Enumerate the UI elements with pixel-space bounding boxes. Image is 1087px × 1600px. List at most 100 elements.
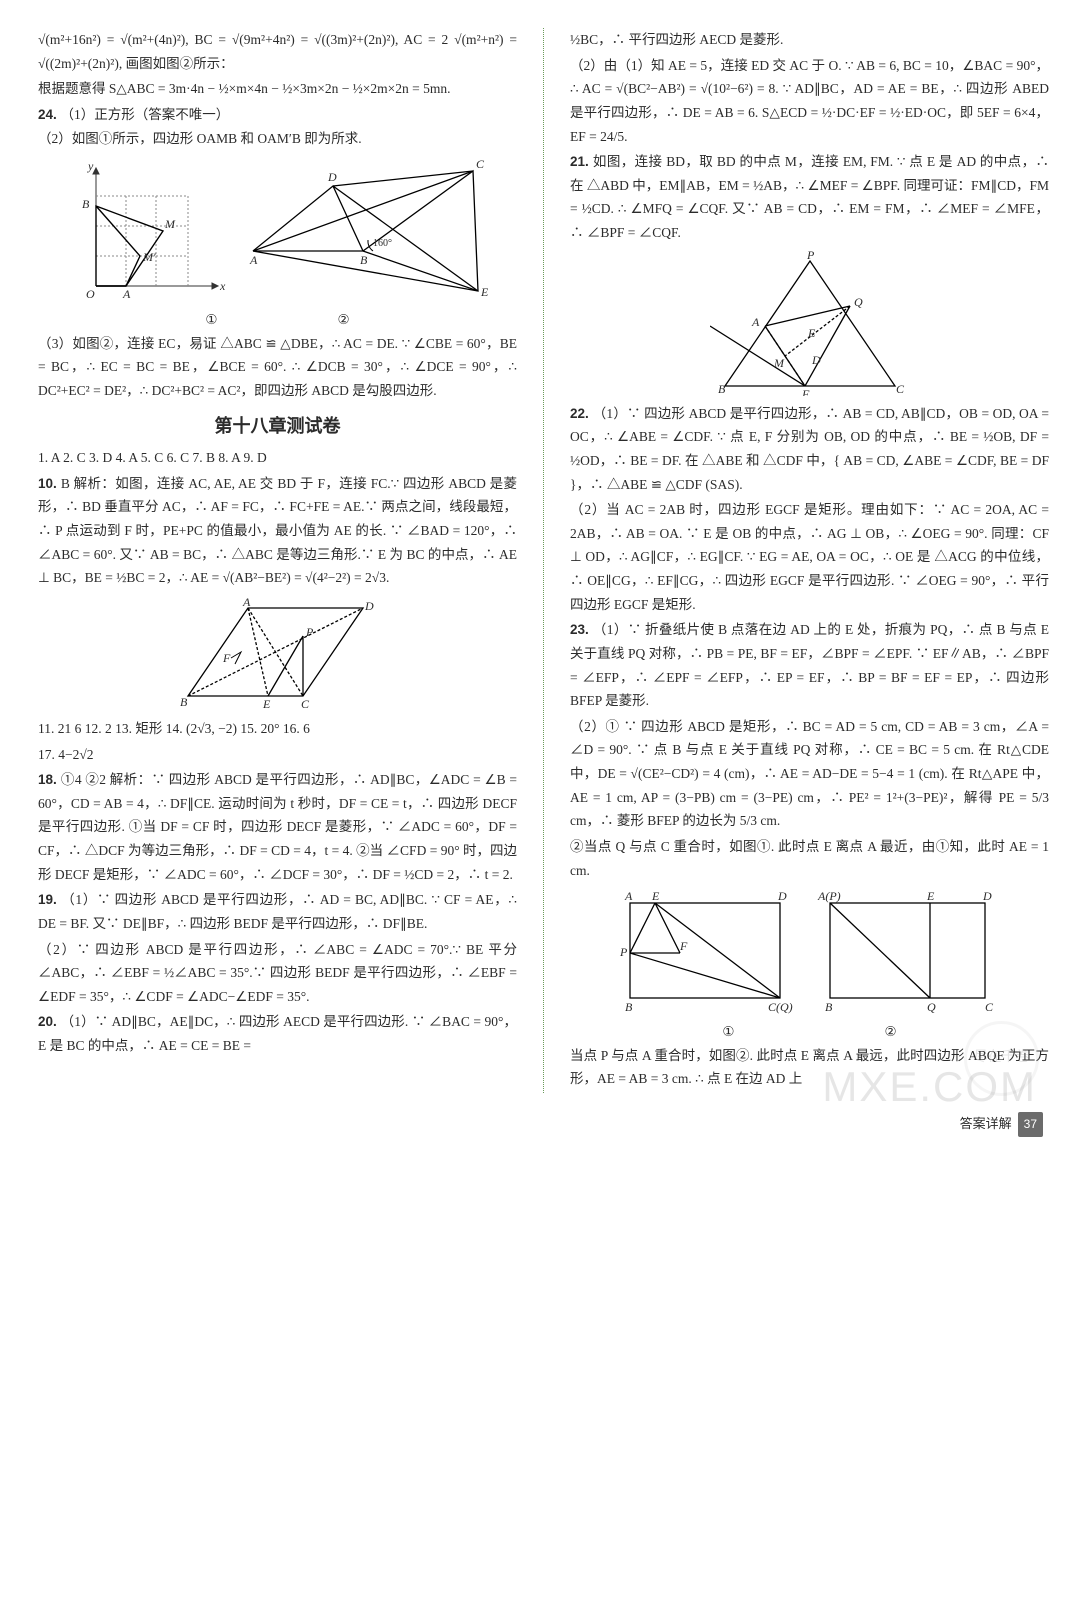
page-footer: 答案详解 37: [960, 1112, 1043, 1137]
svg-text:M: M: [164, 217, 176, 231]
fig-label-2: ②: [338, 308, 350, 332]
figure-24-1: y x O A B M M′: [68, 156, 228, 306]
triangle-figure: P B C A Q E D M F: [710, 251, 910, 396]
q18: 18. ①4 ②2 解析：∵ 四边形 ABCD 是平行四边形，∴ AD∥BC，∠…: [38, 768, 517, 886]
svg-text:C: C: [301, 697, 310, 711]
right-column: ½BC，∴ 平行四边形 AECD 是菱形. （2）由（1）知 AE = 5，连接…: [570, 28, 1049, 1093]
answers-17: 17. 4−2√2: [38, 743, 517, 767]
q24: 24. （1）正方形（答案不唯一） （2）如图①所示，四边形 OAMB 和 OA…: [38, 103, 517, 150]
text: 根据题意得 S△ABC = 3m·4n − ½×m×4n − ½×3m×2n −…: [38, 77, 517, 101]
chapter-title: 第十八章测试卷: [38, 411, 517, 443]
qnum: 23.: [570, 622, 593, 637]
text: （2）由（1）知 AE = 5，连接 ED 交 AC 于 O. ∵ AB = 6…: [570, 54, 1049, 149]
rect-fig-1: A E D P F B C(Q): [610, 888, 800, 1018]
figure-24: y x O A B M M′: [38, 156, 517, 306]
text: （1）∵ 四边形 ABCD 是平行四边形，∴ AB = CD, AB∥CD，OB…: [570, 406, 1049, 492]
svg-text:M: M: [773, 356, 785, 370]
text: 当点 P 与点 A 重合时，如图②. 此时点 E 离点 A 最远，此时四边形 A…: [570, 1044, 1049, 1091]
svg-text:D: D: [982, 889, 992, 903]
text: √(m²+16n²) = √(m²+(4n)²), BC = √(9m²+4n²…: [38, 28, 517, 75]
svg-text:C(Q): C(Q): [768, 1000, 793, 1014]
q20: 20. （1）∵ AD∥BC，AE∥DC，∴ 四边形 AECD 是平行四边形. …: [38, 1010, 517, 1057]
r20a: ½BC，∴ 平行四边形 AECD 是菱形.: [570, 28, 1049, 52]
q23d: 当点 P 与点 A 重合时，如图②. 此时点 E 离点 A 最远，此时四边形 A…: [570, 1044, 1049, 1091]
svg-text:x: x: [219, 279, 226, 293]
svg-text:P: P: [619, 945, 628, 959]
svg-text:C: C: [896, 382, 905, 396]
svg-text:B: B: [360, 253, 368, 267]
svg-text:P: P: [806, 251, 815, 262]
svg-text:160°: 160°: [373, 238, 392, 249]
qnum: 22.: [570, 406, 593, 421]
svg-text:C: C: [985, 1000, 994, 1014]
text: （1）∵ 四边形 ABCD 是平行四边形，∴ AD = BC, AD∥BC. ∵…: [38, 892, 517, 931]
q22a: 22. （1）∵ 四边形 ABCD 是平行四边形，∴ AB = CD, AB∥C…: [570, 402, 1049, 497]
rect-fig-2: A(P) E D B Q C: [810, 888, 1010, 1018]
text: （2）如图①所示，四边形 OAMB 和 OAM′B 即为所求.: [38, 127, 517, 151]
two-column-layout: √(m²+16n²) = √(m²+(4n)²), BC = √(9m²+4n²…: [38, 28, 1049, 1093]
fig-label-1: ①: [722, 1020, 734, 1044]
svg-text:F: F: [801, 387, 810, 396]
qnum: 19.: [38, 892, 61, 907]
r20b: （2）由（1）知 AE = 5，连接 ED 交 AC 于 O. ∵ AB = 6…: [570, 54, 1049, 149]
text: （1）∵ AD∥BC，AE∥DC，∴ 四边形 AECD 是平行四边形. ∵ ∠B…: [38, 1014, 517, 1053]
svg-text:A: A: [751, 315, 760, 329]
prelude-1: √(m²+16n²) = √(m²+(4n)²), BC = √(9m²+4n²…: [38, 28, 517, 75]
svg-text:B: B: [825, 1000, 833, 1014]
qnum: 10.: [38, 476, 61, 491]
text: （1）∵ 折叠纸片使 B 点落在边 AD 上的 E 处，折痕为 PQ，∴ 点 B…: [570, 622, 1049, 708]
svg-text:A: A: [249, 253, 258, 267]
svg-text:B: B: [625, 1000, 633, 1014]
q10: 10. B 解析：如图，连接 AC, AE, AE 交 BD 于 F，连接 FC…: [38, 472, 517, 590]
svg-text:D: D: [777, 889, 787, 903]
qnum: 18.: [38, 772, 61, 787]
text: ②当点 Q 与点 C 重合时，如图①. 此时点 E 离点 A 最近，由①知，此时…: [570, 835, 1049, 882]
svg-text:M′: M′: [142, 250, 156, 264]
qnum: 20.: [38, 1014, 61, 1029]
svg-text:E: E: [651, 889, 660, 903]
q24c: （3）如图②，连接 EC，易证 △ABC ≌ △DBE，∴ AC = DE. ∵…: [38, 332, 517, 403]
fig-label-2: ②: [885, 1020, 897, 1044]
qnum: 21.: [570, 154, 593, 169]
q23a: 23. （1）∵ 折叠纸片使 B 点落在边 AD 上的 E 处，折痕为 PQ，∴…: [570, 618, 1049, 713]
svg-text:D: D: [811, 353, 821, 367]
svg-text:E: E: [480, 285, 488, 299]
figure-23: A E D P F B C(Q) A(P) E D B Q C: [570, 888, 1049, 1018]
left-column: √(m²+16n²) = √(m²+(4n)²), BC = √(9m²+4n²…: [38, 28, 517, 1093]
q21: 21. 如图，连接 BD，取 BD 的中点 M，连接 EM, FM. ∵ 点 E…: [570, 150, 1049, 245]
svg-text:C: C: [476, 157, 485, 171]
figure-10: A D B C E F P: [38, 596, 517, 711]
text: ½BC，∴ 平行四边形 AECD 是菱形.: [570, 28, 1049, 52]
svg-text:P: P: [305, 625, 314, 639]
svg-text:A: A: [242, 596, 251, 609]
svg-text:D: D: [364, 599, 374, 613]
svg-text:Q: Q: [927, 1000, 936, 1014]
svg-text:O: O: [86, 287, 95, 301]
text: （2）当 AC = 2AB 时，四边形 EGCF 是矩形。理由如下：∵ AC =…: [570, 498, 1049, 616]
svg-text:A(P): A(P): [817, 889, 841, 903]
text: 11. 21 6 12. 2 13. 矩形 14. (2√3, −2) 15. …: [38, 717, 517, 741]
answers-1-9: 1. A 2. C 3. D 4. A 5. C 6. C 7. B 8. A …: [38, 446, 517, 470]
q23c: ②当点 Q 与点 C 重合时，如图①. 此时点 E 离点 A 最近，由①知，此时…: [570, 835, 1049, 882]
svg-text:Q: Q: [854, 295, 863, 309]
text: 1. A 2. C 3. D 4. A 5. C 6. C 7. B 8. A …: [38, 450, 267, 465]
svg-text:A: A: [624, 889, 633, 903]
svg-text:F: F: [679, 939, 688, 953]
text: 如图，连接 BD，取 BD 的中点 M，连接 EM, FM. ∵ 点 E 是 A…: [570, 154, 1049, 240]
q19b: （2）∵ 四边形 ABCD 是平行四边形，∴ ∠ABC = ∠ADC = 70°…: [38, 938, 517, 1009]
q19a: 19. （1）∵ 四边形 ABCD 是平行四边形，∴ AD = BC, AD∥B…: [38, 888, 517, 935]
answers-11-16: 11. 21 6 12. 2 13. 矩形 14. (2√3, −2) 15. …: [38, 717, 517, 741]
fig-label-1: ①: [205, 308, 217, 332]
svg-text:D: D: [327, 170, 337, 184]
q22b: （2）当 AC = 2AB 时，四边形 EGCF 是矩形。理由如下：∵ AC =…: [570, 498, 1049, 616]
text: （3）如图②，连接 EC，易证 △ABC ≌ △DBE，∴ AC = DE. ∵…: [38, 332, 517, 403]
footer-page: 37: [1018, 1112, 1043, 1137]
column-divider: [543, 28, 544, 1093]
svg-text:B: B: [82, 197, 90, 211]
qnum: 24.: [38, 107, 61, 122]
text: ①4 ②2 解析：∵ 四边形 ABCD 是平行四边形，∴ AD∥BC，∠ADC …: [38, 772, 517, 882]
svg-text:E: E: [926, 889, 935, 903]
figure-21: P B C A Q E D M F: [570, 251, 1049, 396]
text: B 解析：如图，连接 AC, AE, AE 交 BD 于 F，连接 FC.∵ 四…: [38, 476, 517, 586]
text: （2）① ∵ 四边形 ABCD 是矩形，∴ BC = AD = 5 cm, CD…: [570, 715, 1049, 833]
